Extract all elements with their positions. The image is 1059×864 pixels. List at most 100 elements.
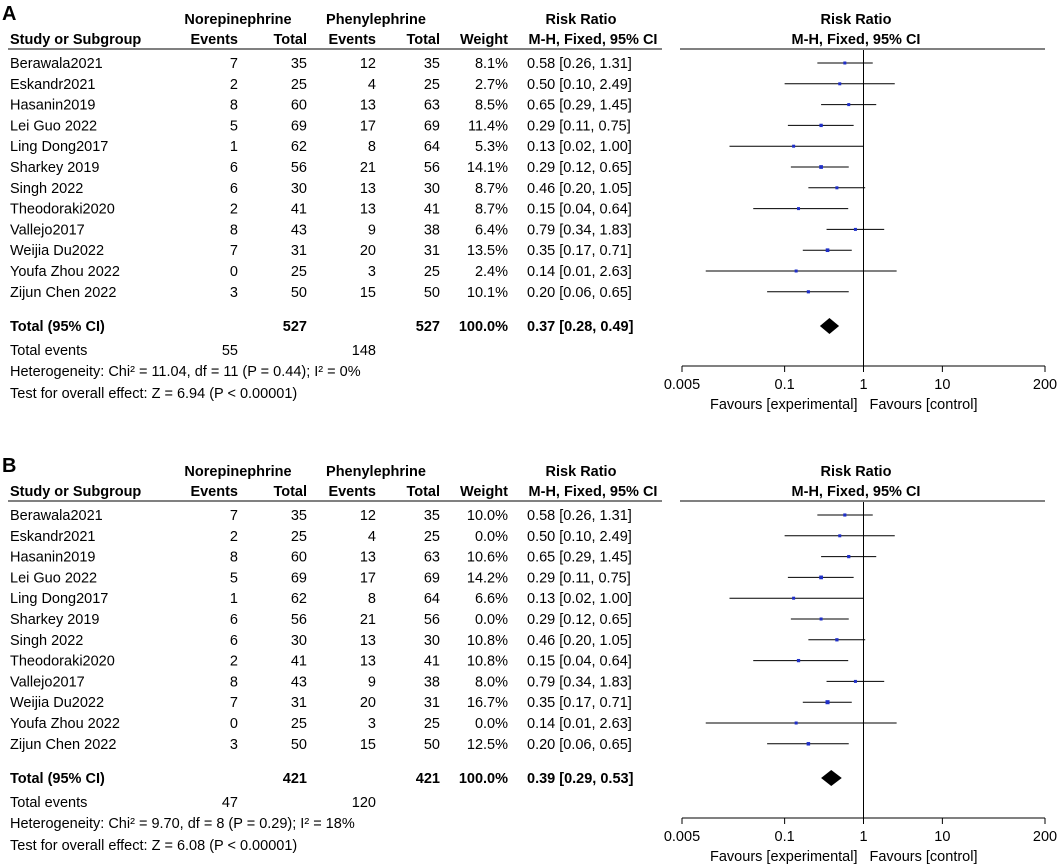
events-ctl: 13	[360, 633, 376, 649]
events-exp: 2	[230, 529, 238, 545]
study-name: Singh 2022	[10, 633, 83, 649]
overall-effect-text: Test for overall effect: Z = 6.08 (P < 0…	[10, 838, 297, 854]
header-plot-title: Risk Ratio	[821, 12, 892, 28]
point-estimate-marker	[853, 679, 857, 683]
weight-value: 11.4%	[468, 118, 508, 134]
weight-value: 10.1%	[467, 285, 508, 301]
study-name: Ling Dong2017	[10, 591, 108, 607]
study-name: Weijia Du2022	[10, 695, 104, 711]
study-row: Hasanin2019 8 60 13 63 8.5% 0.65 [0.29, 1.45]	[10, 98, 877, 114]
ci-text: 0.79 [0.34, 1.83]	[527, 222, 632, 238]
ci-text: 0.58 [0.26, 1.31]	[527, 508, 632, 524]
ci-text: 0.35 [0.17, 0.71]	[527, 243, 632, 259]
col-header-events-ctl: Events	[328, 484, 376, 500]
study-name: Ling Dong2017	[10, 139, 108, 155]
col-header-plot-subtitle: M-H, Fixed, 95% CI	[792, 484, 921, 500]
events-ctl: 9	[368, 674, 376, 690]
study-row: Eskandr2021 2 25 4 25 2.7% 0.50 [0.10, 2.49]	[10, 77, 895, 93]
point-estimate-marker	[825, 248, 830, 253]
study-row: Youfa Zhou 2022 0 25 3 25 2.4% 0.14 [0.01, 2.6…	[10, 264, 897, 280]
point-estimate-marker	[806, 290, 810, 294]
events-exp: 5	[230, 570, 238, 586]
col-header-total-ctl: Total	[406, 32, 440, 48]
point-estimate-marker	[819, 575, 823, 580]
total-exp: 41	[291, 654, 307, 670]
events-ctl: 20	[360, 695, 376, 711]
weight-value: 10.8%	[467, 654, 508, 670]
ci-text: 0.50 [0.10, 2.49]	[527, 529, 632, 545]
total-exp: 25	[291, 716, 307, 732]
study-row: Hasanin2019 8 60 13 63 10.6% 0.65 [0.29, 1.45]	[10, 550, 877, 566]
total-exp: 56	[291, 160, 307, 176]
study-row: Vallejo2017 8 43 9 38 8.0% 0.79 [0.34, 1.83]	[10, 674, 885, 690]
events-exp: 1	[230, 591, 238, 607]
weight-value: 16.7%	[467, 695, 508, 711]
weight-value: 0.0%	[475, 529, 508, 545]
ci-text: 0.14 [0.01, 2.63]	[527, 716, 632, 732]
total-exp: 30	[291, 633, 307, 649]
events-exp: 0	[230, 264, 238, 280]
total-exp: 62	[291, 591, 307, 607]
ci-text: 0.29 [0.11, 0.75]	[527, 118, 631, 134]
col-header-weight: Weight	[460, 484, 508, 500]
events-exp: 7	[230, 695, 238, 711]
col-header-weight: Weight	[460, 32, 508, 48]
header-experimental: Norepinephrine	[184, 12, 291, 28]
point-estimate-marker	[838, 534, 842, 538]
events-ctl: 9	[368, 222, 376, 238]
total-ctl: 35	[424, 56, 440, 72]
total-ctl: 25	[424, 716, 440, 732]
study-name: Vallejo2017	[10, 674, 85, 690]
total-label: Total (95% CI)	[10, 771, 105, 787]
total-n-exp: 527	[283, 319, 307, 335]
total-ctl: 56	[424, 612, 440, 628]
favours-left-label: Favours [experimental]	[710, 397, 857, 413]
overall-effect-text: Test for overall effect: Z = 6.94 (P < 0…	[10, 386, 297, 402]
study-name: Singh 2022	[10, 181, 83, 197]
events-exp: 8	[230, 674, 238, 690]
total-ctl: 69	[424, 118, 440, 134]
total-events-label: Total events	[10, 795, 87, 811]
pooled-estimate-diamond	[821, 770, 842, 786]
events-exp: 6	[230, 181, 238, 197]
events-ctl: 12	[360, 56, 376, 72]
study-name: Berawala2021	[10, 508, 103, 524]
study-name: Theodoraki2020	[10, 654, 115, 670]
study-row: Ling Dong2017 1 62 8 64 5.3% 0.13 [0.02, 1.00]	[10, 139, 864, 155]
weight-value: 10.0%	[467, 508, 508, 524]
total-ctl: 25	[424, 264, 440, 280]
col-header-ci: M-H, Fixed, 95% CI	[529, 32, 658, 48]
total-exp: 60	[291, 98, 307, 114]
total-weight: 100.0%	[459, 771, 508, 787]
heterogeneity-text: Heterogeneity: Chi² = 9.70, df = 8 (P = …	[10, 816, 355, 832]
weight-value: 2.4%	[475, 264, 508, 280]
point-estimate-marker	[819, 165, 823, 169]
weight-value: 0.0%	[475, 716, 508, 732]
col-header-ci: M-H, Fixed, 95% CI	[529, 484, 658, 500]
study-name: Theodoraki2020	[10, 202, 115, 218]
x-tick-label: 0.005	[664, 377, 700, 393]
events-ctl: 21	[360, 160, 376, 176]
forest-panel-b: B Norepinephrine Phenylephrine Risk Ratio Ri…	[2, 455, 1057, 864]
total-exp: 41	[291, 202, 307, 218]
col-header-plot-subtitle: M-H, Fixed, 95% CI	[792, 32, 921, 48]
total-exp: 43	[291, 222, 307, 238]
study-row: Weijia Du2022 7 31 20 31 16.7% 0.35 [0.17, 0.7…	[10, 695, 852, 711]
study-row: Sharkey 2019 6 56 21 56 14.1% 0.29 [0.12, 0.65…	[10, 160, 849, 176]
weight-value: 12.5%	[467, 737, 508, 753]
total-exp: 31	[291, 695, 307, 711]
total-exp: 35	[291, 508, 307, 524]
total-exp: 50	[291, 285, 307, 301]
events-exp: 8	[230, 222, 238, 238]
point-estimate-marker	[792, 144, 796, 148]
total-ctl: 63	[424, 98, 440, 114]
total-exp: 62	[291, 139, 307, 155]
study-row: Theodoraki2020 2 41 13 41 10.8% 0.15 [0.04, 0.…	[10, 654, 849, 670]
ci-text: 0.46 [0.20, 1.05]	[527, 633, 632, 649]
events-exp: 2	[230, 654, 238, 670]
study-name: Youfa Zhou 2022	[10, 716, 120, 732]
weight-value: 10.8%	[467, 633, 508, 649]
favours-right-label: Favours [control]	[870, 397, 978, 413]
x-tick-label: 200	[1033, 377, 1057, 393]
pooled-estimate-diamond	[819, 318, 840, 334]
